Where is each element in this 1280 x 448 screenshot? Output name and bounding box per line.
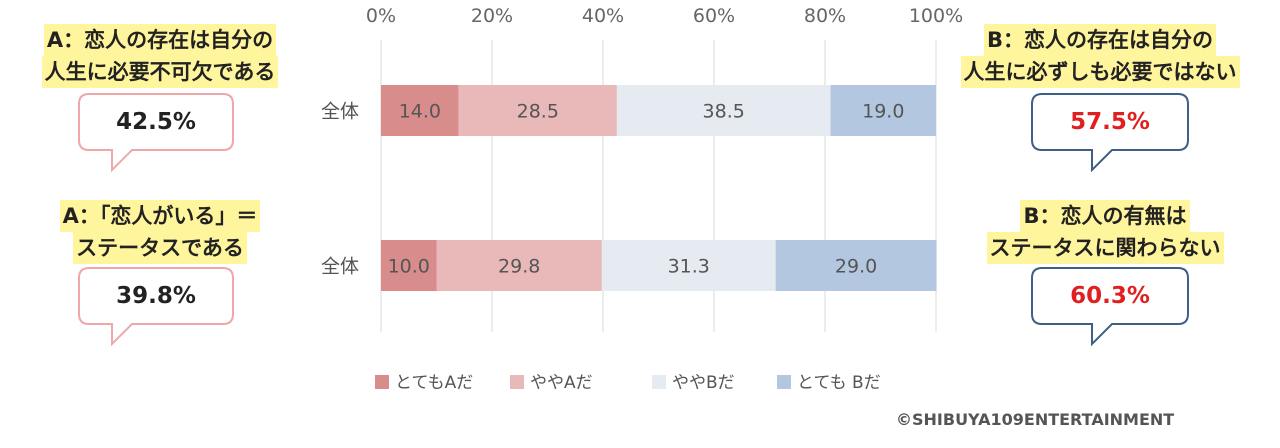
label-line: A：恋人の存在は自分の	[43, 24, 277, 56]
label-line: 人生に必ずしも必要ではない	[960, 56, 1240, 88]
data-label: 29.8	[498, 256, 540, 278]
x-tick-label: 0%	[366, 5, 396, 27]
x-tick-label: 40%	[582, 5, 624, 27]
data-label: 31.3	[668, 256, 710, 278]
bar-segment	[775, 240, 937, 291]
right-label-1: B：恋人の存在は自分の 人生に必ずしも必要ではない	[950, 24, 1250, 88]
x-tick-label: 20%	[471, 5, 513, 27]
label-line: 人生に必要不可欠である	[41, 56, 279, 88]
bar-segment	[381, 85, 459, 136]
right-value-1: 57.5%	[1070, 109, 1150, 135]
bar-segment	[458, 85, 617, 136]
copyright: ©SHIBUYA109ENTERTAINMENT	[896, 410, 1175, 429]
data-label: 38.5	[703, 101, 745, 123]
bar-segment	[436, 240, 602, 291]
right-value-2: 60.3%	[1070, 283, 1150, 309]
x-tick-label: 100%	[909, 5, 963, 27]
category-label: 全体	[321, 101, 359, 123]
data-label: 19.0	[862, 101, 904, 123]
left-value-2: 39.8%	[116, 283, 196, 309]
data-label: 14.0	[399, 101, 441, 123]
left-label-2: A：「恋人がいる」＝ ステータスである	[20, 200, 300, 264]
bar-segment	[616, 85, 831, 136]
speech-bubble-right-1	[1031, 93, 1189, 173]
bar-segment	[381, 240, 437, 291]
speech-bubble-left-1	[78, 93, 234, 173]
label-line: ステータスである	[73, 232, 247, 264]
data-label: 29.0	[835, 256, 877, 278]
label-line: A：「恋人がいる」＝	[59, 200, 261, 232]
legend-label: ややAだ	[530, 373, 593, 393]
legend-swatch	[375, 375, 389, 389]
speech-bubble-right-2	[1031, 267, 1189, 347]
legend-label: とても Bだ	[797, 373, 881, 393]
legend-swatch	[777, 375, 791, 389]
legend-swatch	[652, 375, 666, 389]
label-line: B：恋人の有無は	[1020, 200, 1190, 232]
x-tick-label: 80%	[804, 5, 846, 27]
label-line: B：恋人の存在は自分の	[983, 24, 1216, 56]
left-label-1: A：恋人の存在は自分の 人生に必要不可欠である	[20, 24, 300, 88]
right-label-2: B：恋人の有無は ステータスに関わらない	[960, 200, 1250, 264]
data-label: 10.0	[388, 256, 430, 278]
bar-segment	[601, 240, 776, 291]
legend-label: ややBだ	[672, 373, 735, 393]
speech-bubble-left-2	[78, 267, 234, 347]
legend-swatch	[510, 375, 524, 389]
bar-segment	[830, 85, 936, 136]
data-label: 28.5	[517, 101, 559, 123]
category-label: 全体	[321, 256, 359, 278]
left-value-1: 42.5%	[116, 109, 196, 135]
label-line: ステータスに関わらない	[986, 232, 1224, 264]
x-tick-label: 60%	[693, 5, 735, 27]
legend-label: とてもAだ	[395, 373, 473, 393]
